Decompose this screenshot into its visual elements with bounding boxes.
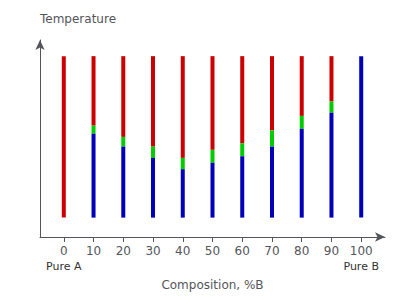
svg-text:50: 50 xyxy=(205,244,220,258)
svg-text:30: 30 xyxy=(145,244,160,258)
svg-text:40: 40 xyxy=(175,244,190,258)
svg-text:20: 20 xyxy=(116,244,131,258)
svg-text:10: 10 xyxy=(86,244,101,258)
svg-text:Temperature: Temperature xyxy=(39,12,116,26)
svg-text:70: 70 xyxy=(264,244,279,258)
svg-text:90: 90 xyxy=(324,244,339,258)
svg-text:60: 60 xyxy=(235,244,250,258)
svg-text:0: 0 xyxy=(60,244,68,258)
svg-text:Pure B: Pure B xyxy=(343,260,379,273)
svg-text:80: 80 xyxy=(294,244,309,258)
svg-text:100: 100 xyxy=(350,244,373,258)
svg-text:Pure A: Pure A xyxy=(46,260,82,273)
svg-text:Composition, %B: Composition, %B xyxy=(161,278,263,292)
